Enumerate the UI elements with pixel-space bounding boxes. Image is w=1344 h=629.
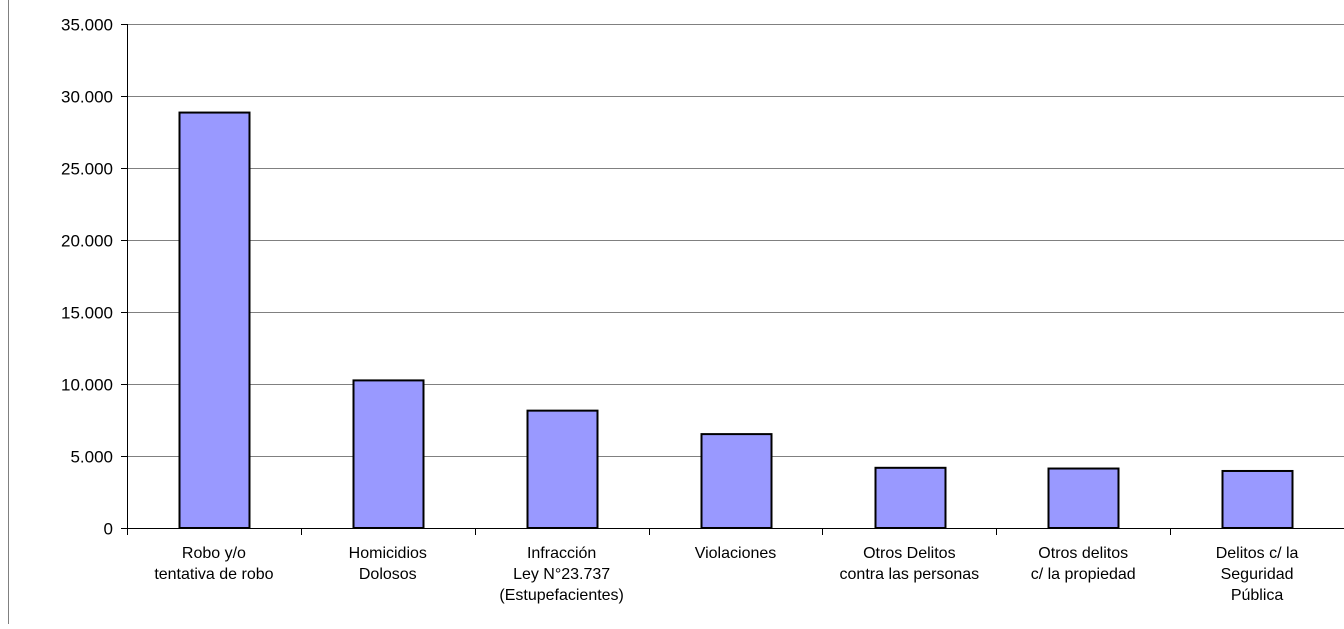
x-tick-label-line: (Estupefacientes) [499, 587, 624, 604]
x-tick-label-line: contra las personas [840, 566, 980, 583]
y-tick-label: 10.000 [61, 376, 113, 395]
x-tick-label: Homicidios Dolosos [349, 545, 427, 583]
x-tick-label-line: Infracción [527, 545, 596, 562]
x-tick-label: Robo y/o tentativa de robo [154, 545, 273, 583]
bar [1047, 467, 1120, 530]
x-tick-label-line: Dolosos [359, 566, 417, 583]
bar [178, 111, 251, 529]
y-tick-label: 15.000 [61, 304, 113, 323]
y-tick-label: 35.000 [61, 16, 113, 35]
bar [526, 409, 599, 530]
x-tick-label-line: Robo y/o [182, 545, 246, 562]
x-tick-label-line: Seguridad [1221, 566, 1294, 583]
x-tick-label-line: c/ la propiedad [1031, 566, 1136, 583]
y-tick-label: 20.000 [61, 232, 113, 251]
x-tick-label-line: tentativa de robo [154, 566, 273, 583]
bar [700, 433, 773, 529]
y-tick-labels: 0 5.000 10.000 15.000 20.000 25.000 30.000 35.0… [61, 16, 113, 539]
bar [352, 379, 425, 529]
x-tick-label-line: Otros Delitos [863, 545, 955, 562]
y-tick-label: 25.000 [61, 160, 113, 179]
x-tick-labels: Robo y/o tentativa de robo Homicidios Dolos… [154, 545, 1298, 604]
gridlines [127, 24, 1344, 457]
x-tick-label: Violaciones [695, 545, 777, 562]
x-tick-label-line: Ley N°23.737 [513, 566, 610, 583]
x-tick-label: Otros Delitos contra las personas [840, 545, 980, 583]
x-tick-label-line: Pública [1231, 587, 1284, 604]
x-tick-label: Infracción Ley N°23.737 (Estupefacientes) [499, 545, 624, 604]
y-tick-label: 5.000 [70, 448, 113, 467]
x-tick-label-line: Delitos c/ la [1216, 545, 1299, 562]
bars [178, 111, 1294, 530]
x-tick-label-line: Violaciones [695, 545, 777, 562]
x-tick-label-line: Otros delitos [1038, 545, 1128, 562]
bar [1221, 469, 1294, 530]
y-tick-label: 30.000 [61, 88, 113, 107]
bar [874, 466, 947, 530]
x-tick-label-line: Homicidios [349, 545, 427, 562]
axes [121, 24, 1344, 535]
y-tick-label: 0 [104, 520, 113, 539]
x-tick-label: Otros delitos c/ la propiedad [1031, 545, 1136, 583]
x-tick-label: Delitos c/ la Seguridad Pública [1216, 545, 1299, 604]
